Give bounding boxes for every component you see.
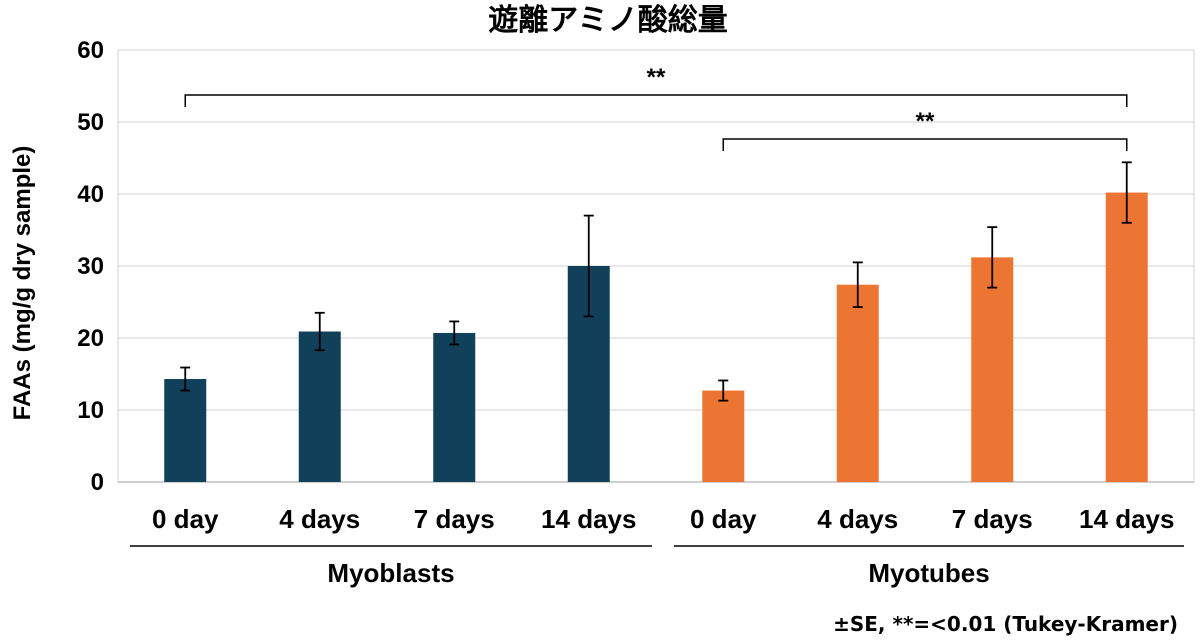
y-tick-label: 60: [77, 37, 104, 64]
category-label: 0 day: [690, 504, 757, 534]
significance-bracket: [722, 138, 1128, 151]
y-tick-label: 20: [77, 325, 104, 352]
group-label: Myoblasts: [327, 558, 454, 588]
category-label: 14 days: [1079, 504, 1174, 534]
bar: [836, 284, 879, 482]
category-label: 4 days: [279, 504, 360, 534]
bar: [433, 332, 476, 482]
y-axis: 0 10 20 30 40 50 60: [77, 37, 1194, 496]
bar: [702, 390, 745, 482]
category-label: 4 days: [817, 504, 898, 534]
footnote: ±SE, **=<0.01 (Tukey-Kramer): [833, 612, 1178, 636]
y-tick-label: 50: [77, 109, 104, 136]
significance-brackets: ** **: [184, 64, 1128, 151]
significance-bracket: [184, 94, 1128, 107]
gridlines: [117, 49, 1195, 483]
y-axis-label: FAAs (mg/g dry sample): [9, 146, 36, 421]
category-labels: 0 day 4 days 7 days 14 days 0 day 4 days 7 day…: [152, 504, 1174, 534]
bar: [1105, 192, 1148, 482]
bars: [164, 192, 1148, 482]
category-label: 14 days: [541, 504, 636, 534]
category-label: 0 day: [152, 504, 219, 534]
chart-title: 遊離アミノ酸総量: [488, 3, 727, 38]
significance-label: **: [916, 108, 935, 135]
significance-label: **: [647, 64, 666, 91]
bar: [298, 331, 341, 482]
group-labels: Myoblasts Myotubes: [130, 545, 1184, 588]
y-tick-label: 10: [77, 397, 104, 424]
y-tick-label: 0: [91, 469, 104, 496]
category-label: 7 days: [414, 504, 495, 534]
y-tick-label: 40: [77, 181, 104, 208]
category-label: 7 days: [952, 504, 1033, 534]
group-label: Myotubes: [868, 558, 989, 588]
error-bars: [180, 161, 1132, 402]
bar: [971, 257, 1014, 482]
y-tick-label: 30: [77, 253, 104, 280]
bar: [164, 379, 207, 482]
